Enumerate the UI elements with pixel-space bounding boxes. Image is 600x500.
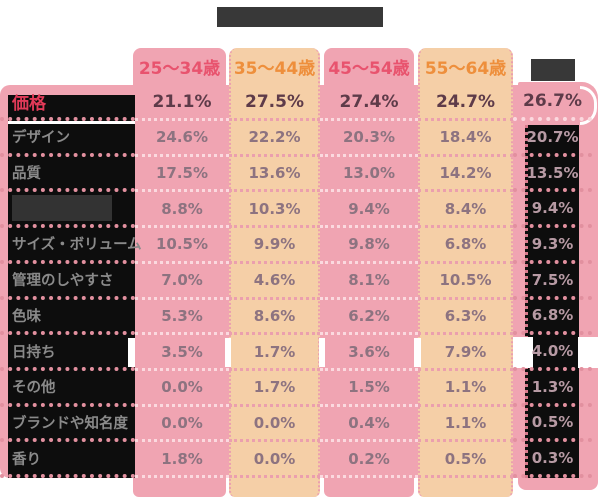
value-cell: 0.5% <box>513 407 592 443</box>
value-cell: 0.0% <box>135 407 229 443</box>
redaction-artifact <box>319 338 325 367</box>
column-header-35-44: 35〜44歳 <box>233 59 316 79</box>
redaction-artifact <box>414 338 421 367</box>
row-label <box>0 192 135 229</box>
value-cell: 1.8% <box>135 442 229 478</box>
value-cell: 4.0% <box>513 335 592 371</box>
column-band-45-54 <box>324 48 414 497</box>
row-label: ブランドや知名度 <box>0 407 135 443</box>
value-cell: 0.2% <box>320 442 418 478</box>
value-cell: 9.8% <box>320 228 418 264</box>
value-cell: 0.3% <box>513 442 592 478</box>
value-cell: 22.2% <box>229 121 320 157</box>
value-cell: 10.5% <box>135 228 229 264</box>
column-header-25-34: 25〜34歳 <box>138 59 221 79</box>
row-label: 日持ち <box>0 335 135 371</box>
value-cell: 7.9% <box>418 335 513 371</box>
value-cell: 6.2% <box>320 300 418 336</box>
value-cell: 1.1% <box>418 371 513 407</box>
value-cell: 10.3% <box>229 192 320 229</box>
row-label: 価格 <box>0 85 135 121</box>
value-cell: 6.8% <box>513 300 592 336</box>
redaction-artifact <box>225 338 231 367</box>
value-cell: 8.1% <box>320 264 418 300</box>
row-label-redaction-block <box>12 195 112 222</box>
row-label: 色味 <box>0 300 135 336</box>
row-label: 管理のしやすさ <box>0 264 135 300</box>
value-cell: 0.5% <box>418 442 513 478</box>
value-cell: 6.3% <box>418 300 513 336</box>
row-label: その他 <box>0 371 135 407</box>
value-cell: 7.0% <box>135 264 229 300</box>
column-header-redaction-block <box>531 59 575 81</box>
value-cell: 24.6% <box>135 121 229 157</box>
value-cell: 1.1% <box>418 407 513 443</box>
value-cell: 21.1% <box>135 85 229 121</box>
value-cell: 8.8% <box>135 192 229 229</box>
row-label-column-box <box>8 124 135 478</box>
redaction-artifact <box>128 338 135 367</box>
table-body: 価格 21.1% 27.5% 27.4% 24.7% 26.7% デザイン 24.6% 22.2… <box>0 85 592 478</box>
value-cell: 6.8% <box>418 228 513 264</box>
column-5-black-box <box>525 125 579 478</box>
value-cell: 7.5% <box>513 264 592 300</box>
value-cell: 9.9% <box>229 228 320 264</box>
row-label: サイズ・ボリューム <box>0 228 142 264</box>
value-cell: 14.2% <box>418 157 513 193</box>
value-cell: 1.7% <box>229 371 320 407</box>
value-cell: 0.0% <box>229 442 320 478</box>
title-redaction-block <box>217 7 383 27</box>
value-cell: 0.4% <box>320 407 418 443</box>
column-header-55-64: 55〜64歳 <box>424 59 507 79</box>
value-cell: 13.5% <box>513 157 592 193</box>
value-cell: 17.5% <box>135 157 229 193</box>
row-label: 香り <box>0 442 135 478</box>
value-cell: 3.5% <box>135 335 229 371</box>
value-cell: 9.4% <box>320 192 418 229</box>
column-header-45-54: 45〜54歳 <box>328 59 410 79</box>
value-cell: 20.7% <box>513 121 592 157</box>
value-cell: 4.6% <box>229 264 320 300</box>
value-cell: 1.5% <box>320 371 418 407</box>
redaction-artifact <box>513 337 533 368</box>
value-cell: 27.4% <box>320 85 418 121</box>
column-band-35-44 <box>229 48 320 497</box>
value-cell: 20.3% <box>320 121 418 157</box>
value-cell: 10.5% <box>418 264 513 300</box>
value-cell: 18.4% <box>418 121 513 157</box>
value-cell: 1.7% <box>229 335 320 371</box>
column-band-25-34 <box>133 48 226 497</box>
row-label: デザイン <box>0 121 135 157</box>
redaction-artifact <box>578 337 598 368</box>
value-cell: 13.6% <box>229 157 320 193</box>
value-cell: 24.7% <box>418 85 513 121</box>
value-cell: 1.3% <box>513 371 592 407</box>
value-cell: 5.3% <box>135 300 229 336</box>
label-column-divider <box>8 121 135 124</box>
value-cell: 9.3% <box>513 228 592 264</box>
value-cell: 13.0% <box>320 157 418 193</box>
value-cell: 0.0% <box>229 407 320 443</box>
value-cell: 27.5% <box>229 85 320 121</box>
row-label: 品質 <box>0 157 135 193</box>
value-cell: 0.0% <box>135 371 229 407</box>
value-cell: 8.6% <box>229 300 320 336</box>
value-cell: 9.4% <box>513 192 592 229</box>
row-label-box-price <box>8 95 135 121</box>
column-band-55-64 <box>418 48 513 497</box>
value-cell: 26.7% <box>513 85 592 121</box>
value-cell: 3.6% <box>320 335 418 371</box>
value-cell: 8.4% <box>418 192 513 229</box>
